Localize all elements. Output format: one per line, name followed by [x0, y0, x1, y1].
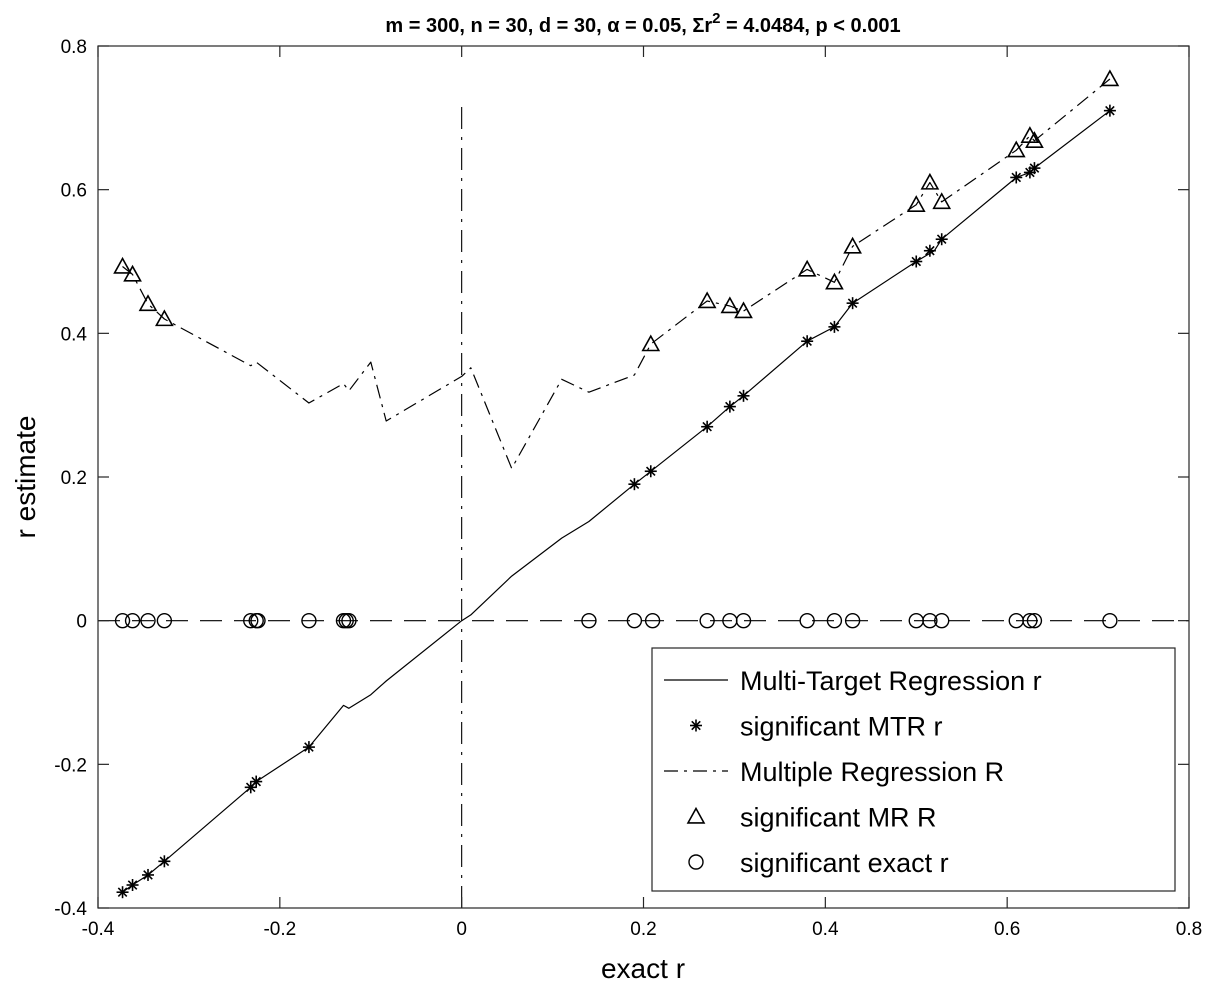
- marker-mtr-point: [737, 389, 750, 402]
- marker-mr-point: [641, 334, 661, 352]
- title-rest: = 4.0484, p < 0.001: [720, 15, 900, 37]
- marker-mtr-point: [923, 244, 936, 257]
- marker-mtr-point: [644, 465, 657, 478]
- marker-mtr-point: [723, 400, 736, 413]
- y-tick-label: 0.8: [61, 37, 87, 58]
- marker-mr-point: [843, 236, 862, 254]
- legend-box: [651, 647, 1176, 892]
- marker-exact-point: [250, 612, 266, 629]
- marker-exact-point: [735, 612, 752, 629]
- x-tick-label: 0.8: [1176, 919, 1202, 940]
- marker-mtr-point: [935, 233, 948, 246]
- y-axis-label: r estimate: [10, 416, 41, 539]
- x-tick-label: 0.4: [812, 919, 839, 940]
- legend-swatch-star: [690, 719, 702, 732]
- marker-mtr-point: [801, 335, 814, 348]
- marker-mtr-point: [1103, 104, 1116, 117]
- marker-exact-point: [581, 612, 597, 629]
- y-tick-label: -0.4: [54, 899, 87, 920]
- marker-mr-point: [1100, 69, 1120, 87]
- y-tick-label: 0.6: [61, 181, 87, 202]
- legend-label: significant MR R: [740, 803, 937, 833]
- marker-exact-point: [922, 612, 938, 629]
- marker-mr-point: [138, 294, 158, 312]
- marker-mtr-point: [302, 741, 315, 754]
- marker-mr-point: [920, 172, 940, 190]
- marker-mtr-point: [628, 478, 641, 491]
- legend-label: Multi-Target Regression r: [740, 666, 1042, 696]
- marker-mr-point: [720, 296, 740, 314]
- marker-exact-point: [341, 612, 357, 629]
- marker-mr-point: [825, 272, 844, 290]
- marker-mr-point: [797, 259, 817, 277]
- marker-mtr-point: [701, 420, 714, 433]
- marker-mtr-point: [116, 886, 129, 899]
- marker-exact-point: [114, 612, 131, 629]
- marker-mr-point: [123, 264, 142, 282]
- marker-mtr-point: [910, 255, 923, 268]
- marker-mtr-point: [828, 320, 841, 333]
- title-main: m = 300, n = 30, d = 30, α = 0.05, Σr: [385, 15, 712, 37]
- marker-exact-point: [1022, 612, 1038, 629]
- marker-exact-point: [301, 612, 317, 629]
- marker-mr-point: [932, 192, 952, 210]
- marker-mtr-point: [142, 868, 155, 881]
- x-tick-label: -0.4: [82, 919, 115, 940]
- x-axis-label: exact r: [601, 953, 685, 984]
- marker-mtr-point: [846, 297, 859, 310]
- legend-label: significant exact r: [740, 848, 949, 878]
- marker-mtr-point: [1028, 162, 1041, 175]
- x-tick-label: 0.2: [630, 919, 656, 940]
- chart-title: m = 300, n = 30, d = 30, α = 0.05, Σr2 =…: [385, 10, 900, 37]
- marker-mtr-point: [126, 879, 139, 892]
- marker-exact-point: [1026, 612, 1043, 629]
- legend-entry: significant MR R: [686, 803, 937, 833]
- marker-mtr-point: [250, 775, 263, 788]
- marker-exact-point: [934, 612, 950, 629]
- axis-ticks: -0.4 -0.2 0 0.2 0.4 0.6 0.8 -0.4 -0.2 0 0.2 0.4 0.6 0…: [54, 37, 1202, 940]
- legend-entry: significant exact r: [688, 848, 949, 878]
- legend-swatch-triangle: [686, 806, 706, 824]
- marker-exact-point: [626, 612, 643, 629]
- reference-lines: [98, 107, 1189, 908]
- marker-mtr-point: [1010, 171, 1023, 184]
- marker-exact-point: [243, 612, 259, 629]
- marker-exact-point: [644, 612, 661, 629]
- marker-mr-point: [1025, 131, 1044, 149]
- marker-exact-point: [1102, 612, 1118, 629]
- series-line-mr: [122, 78, 1111, 469]
- legend-swatch-circle: [688, 854, 704, 870]
- legend-label: significant MTR r: [740, 712, 943, 742]
- marker-mr-point: [906, 195, 926, 212]
- marker-exact-point: [826, 612, 843, 629]
- y-tick-label: -0.2: [54, 755, 87, 776]
- marker-exact-point: [699, 612, 715, 629]
- markers: [113, 69, 1120, 899]
- marker-mtr-point: [158, 855, 171, 868]
- marker-exact-point: [140, 612, 156, 629]
- legend-entry: significant MTR r: [690, 712, 943, 742]
- y-tick-label: 0.2: [61, 468, 87, 489]
- marker-exact-point: [156, 612, 173, 629]
- legend: Multi-Target Regression r significant MTR…: [651, 647, 1176, 892]
- marker-exact-point: [124, 612, 141, 629]
- y-tick-label: 0: [76, 612, 87, 633]
- marker-mr-point: [734, 301, 753, 319]
- legend-entries: Multi-Target Regression r significant MTR…: [664, 666, 1042, 878]
- legend-entry: Multiple Regression R: [664, 757, 1004, 787]
- y-tick-label: 0.4: [61, 324, 88, 345]
- marker-mr-point: [697, 291, 717, 309]
- x-tick-label: 0.6: [994, 919, 1020, 940]
- marker-exact-point: [799, 612, 815, 629]
- marker-mr-point: [155, 309, 174, 327]
- marker-exact-point: [844, 612, 861, 629]
- x-tick-label: -0.2: [263, 919, 296, 940]
- title-superscript: 2: [712, 10, 720, 27]
- x-tick-label: 0: [456, 919, 467, 940]
- legend-label: Multiple Regression R: [740, 757, 1004, 787]
- legend-entry: Multi-Target Regression r: [664, 666, 1042, 696]
- marker-mr-point: [113, 256, 132, 274]
- marker-mr-point: [1006, 140, 1026, 158]
